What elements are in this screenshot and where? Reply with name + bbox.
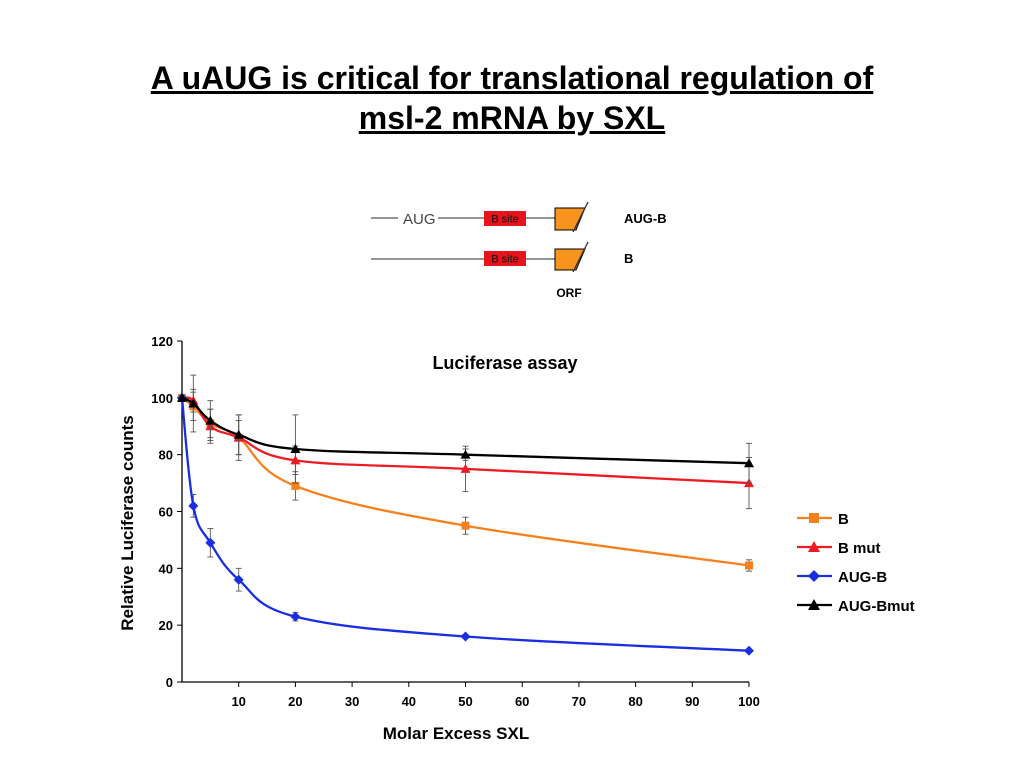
chart-legend: B B mut AUG-B AUG-Bmut <box>797 511 915 615</box>
data-point-aug-bmut <box>290 443 301 453</box>
y-tick-label: 60 <box>159 505 173 520</box>
x-tick-label: 90 <box>685 694 699 709</box>
data-point-b <box>745 561 753 570</box>
y-axis-label: Relative Luciferase counts <box>118 415 137 630</box>
x-tick-label: 50 <box>458 694 472 709</box>
legend-entry-b-mut: B mut <box>797 540 881 557</box>
y-tick-label: 80 <box>159 448 173 463</box>
data-point-b <box>461 521 470 530</box>
data-point-aug-bmut <box>233 429 244 439</box>
data-point-b-mut <box>460 463 471 473</box>
legend-label: B mut <box>838 540 881 557</box>
legend-entry-b: B <box>797 511 849 528</box>
chart-series <box>177 374 754 656</box>
y-tick-label: 40 <box>159 561 173 576</box>
y-tick-label: 120 <box>151 334 173 349</box>
x-tick-label: 70 <box>572 694 586 709</box>
legend-marker <box>808 541 820 552</box>
legend-entry-aug-b: AUG-B <box>797 569 887 586</box>
data-point-aug-b <box>744 645 754 656</box>
slide-title-line-1: A uAUG is critical for translational reg… <box>150 60 874 96</box>
data-point-aug-bmut <box>188 398 199 408</box>
legend-marker <box>808 570 820 582</box>
x-tick-label: 10 <box>231 694 245 709</box>
x-tick-label: 20 <box>288 694 302 709</box>
series-aug-bmut <box>177 374 754 484</box>
chart-ticks: 0 20 40 60 80 100 120 10 20 30 40 50 60 70 80 90 100 <box>151 334 760 709</box>
legend-entry-aug-bmut: AUG-Bmut <box>797 598 915 615</box>
legend-marker <box>809 513 819 523</box>
data-point-aug-b <box>188 500 199 511</box>
y-tick-label: 20 <box>159 618 173 633</box>
data-point-aug-bmut <box>205 415 216 425</box>
y-tick-label: 100 <box>151 391 173 406</box>
x-tick-label: 80 <box>628 694 642 709</box>
legend-label: AUG-Bmut <box>838 598 915 615</box>
data-point-aug-bmut <box>460 449 471 459</box>
data-point-aug-b <box>460 631 471 642</box>
legend-label: AUG-B <box>838 569 887 586</box>
x-tick-label: 40 <box>402 694 416 709</box>
slide-title: A uAUG is critical for translational reg… <box>0 58 1024 138</box>
data-point-aug-bmut <box>177 392 187 402</box>
data-point-aug-b <box>290 611 301 622</box>
chart-title: Luciferase assay <box>432 353 577 373</box>
data-point-aug-bmut <box>744 458 754 468</box>
x-tick-label: 100 <box>738 694 760 709</box>
legend-marker <box>808 599 820 610</box>
x-axis-label: Molar Excess SXL <box>383 724 529 743</box>
y-tick-label: 0 <box>166 675 173 690</box>
data-point-b <box>291 481 300 490</box>
x-tick-label: 60 <box>515 694 529 709</box>
data-point-aug-b <box>205 537 216 548</box>
x-tick-label: 30 <box>345 694 359 709</box>
slide-title-line-2: msl-2 mRNA by SXL <box>358 100 666 136</box>
chart-axes <box>181 341 749 683</box>
data-point-aug-b <box>233 574 244 585</box>
legend-label: B <box>838 511 849 528</box>
